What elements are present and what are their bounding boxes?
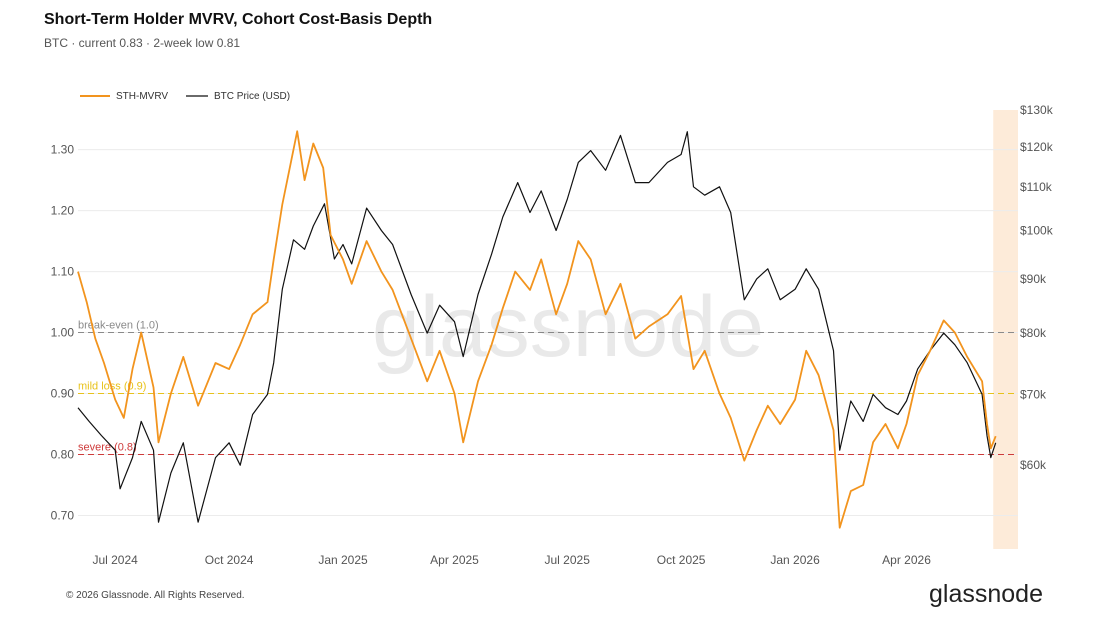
legend: STH-MVRV BTC Price (USD) <box>80 91 290 102</box>
highlight-band <box>993 110 1018 549</box>
y-tick-label-left: 0.70 <box>51 508 75 522</box>
left-axis: 0.70 0.80 0.90 1.00 1.10 1.20 1.30 <box>51 143 75 523</box>
x-tick-label: Oct 2024 <box>205 553 254 567</box>
y-tick-label-left: 1.10 <box>51 265 75 279</box>
y-tick-label-right: $120k <box>1020 140 1054 154</box>
y-tick-label-right: $80k <box>1020 326 1047 340</box>
right-axis: $60k $70k $80k $90k $100k $110k $120k $130k <box>1020 103 1054 472</box>
series-line-sth-mvrv <box>77 130 997 529</box>
x-tick-label: Jan 2026 <box>770 553 820 567</box>
y-tick-label-right: $130k <box>1020 103 1054 117</box>
y-tick-label-right: $110k <box>1020 180 1053 194</box>
legend-label-sth-mvrv: STH-MVRV <box>116 91 168 102</box>
y-tick-label-left: 1.00 <box>51 326 75 340</box>
glassnode-logo: glassnode <box>929 580 1043 608</box>
y-tick-label-left: 0.80 <box>51 447 75 461</box>
y-tick-label-left: 0.90 <box>51 387 75 401</box>
x-tick-label: Jul 2025 <box>545 553 591 567</box>
chart-title: Short-Term Holder MVRV, Cohort Cost-Basi… <box>44 11 432 28</box>
watermark: glassnode <box>372 279 764 375</box>
series-line-btc-price <box>77 131 997 523</box>
y-tick-label-right: $90k <box>1020 272 1047 286</box>
x-tick-label: Oct 2025 <box>657 553 706 567</box>
x-tick-label: Apr 2025 <box>430 553 479 567</box>
reference-label: severe (0.8) <box>78 441 137 453</box>
x-tick-label: Jan 2025 <box>318 553 368 567</box>
series <box>77 130 997 529</box>
y-tick-label-left: 1.20 <box>51 204 75 218</box>
copyright: © 2026 Glassnode. All Rights Reserved. <box>66 590 245 601</box>
chart-subtitle: BTC · current 0.83 · 2-week low 0.81 <box>44 36 240 50</box>
reference-label: break-even (1.0) <box>78 320 159 332</box>
x-tick-label: Jul 2024 <box>92 553 138 567</box>
y-tick-label-right: $60k <box>1020 458 1047 472</box>
x-tick-label: Apr 2026 <box>882 553 931 567</box>
legend-label-btc-price: BTC Price (USD) <box>214 91 290 102</box>
y-tick-label-right: $70k <box>1020 387 1047 401</box>
y-tick-label-left: 1.30 <box>51 143 75 157</box>
x-axis: Jul 2024 Oct 2024 Jan 2025 Apr 2025 Jul 2025… <box>92 553 931 567</box>
y-tick-label-right: $100k <box>1020 224 1054 238</box>
